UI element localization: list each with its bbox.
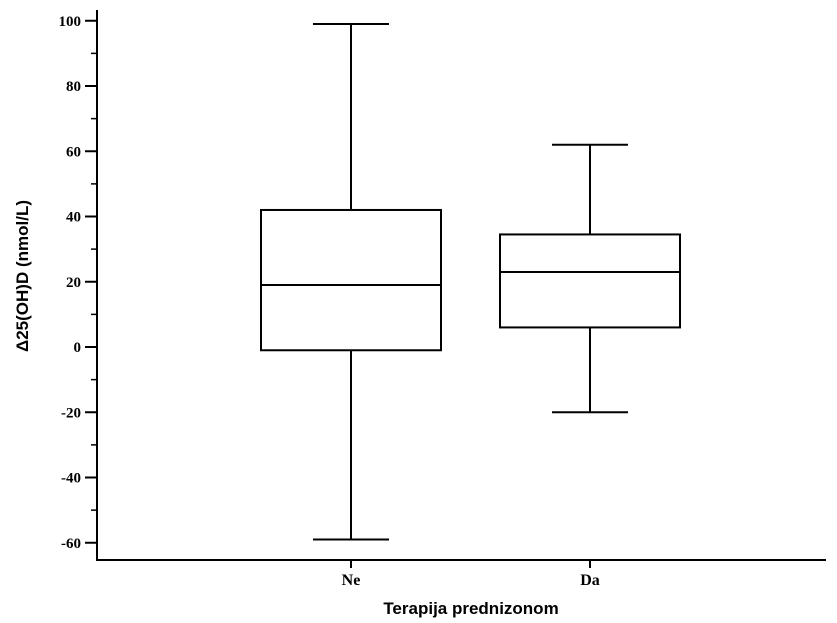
y-tick-label: 20: [66, 275, 81, 291]
box-da: [499, 143, 681, 414]
x-tick-label-da: Da: [580, 572, 600, 589]
box-ne: [260, 23, 442, 541]
y-tick-label: 80: [66, 79, 81, 95]
x-tick-label-ne: Ne: [342, 572, 361, 589]
y-tick-label: 0: [74, 340, 82, 356]
y-tick-label: 60: [66, 144, 81, 160]
y-tick-label: -60: [61, 536, 81, 552]
iqr-box: [260, 208, 442, 352]
iqr-box: [499, 233, 681, 329]
y-tick-label: 100: [59, 14, 82, 30]
axes-layer: -60 -40 -20 0 20 40 60 80 100 Ne Da: [59, 10, 826, 589]
y-tick-label: 40: [66, 210, 81, 226]
y-tick-label: -20: [61, 405, 81, 421]
x-axis-title: Terapija prednizonom: [383, 599, 558, 618]
y-tick-label: -40: [61, 471, 81, 487]
marks-layer: [260, 23, 681, 541]
y-axis-title: Δ25(OH)D (nmol/L): [13, 200, 32, 352]
